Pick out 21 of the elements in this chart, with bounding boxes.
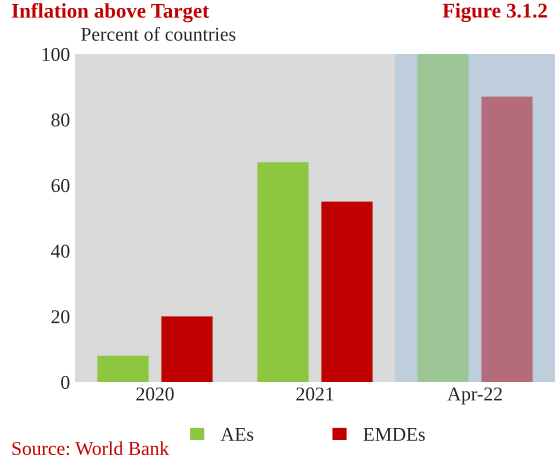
x-tick-label: Apr-22 bbox=[447, 387, 502, 404]
caption: Figure 3.1.2 bbox=[442, 3, 547, 22]
y-tick-label: 60 bbox=[52, 179, 70, 192]
bar bbox=[257, 162, 309, 382]
x-tick-label: 2020 bbox=[136, 387, 174, 401]
legend-label: EMDEs bbox=[363, 428, 425, 441]
y-tick-label: 80 bbox=[51, 113, 70, 127]
bar bbox=[97, 356, 149, 382]
y-tick-label: 40 bbox=[51, 244, 70, 258]
x-tick-label: 2021 bbox=[296, 387, 334, 401]
bar bbox=[161, 316, 213, 382]
bar bbox=[321, 202, 373, 382]
bar bbox=[481, 96, 533, 382]
source-note: Source: World Bank bbox=[12, 441, 170, 456]
legend-label: AEs bbox=[220, 428, 254, 441]
bar bbox=[417, 54, 469, 382]
y-tick-label: 100 bbox=[42, 48, 70, 61]
y-axis-title: Percent of countries bbox=[81, 26, 236, 41]
y-tick-label: 20 bbox=[52, 310, 70, 324]
chart-title: Inflation above Target bbox=[12, 3, 210, 22]
y-tick-label: 0 bbox=[61, 376, 70, 389]
